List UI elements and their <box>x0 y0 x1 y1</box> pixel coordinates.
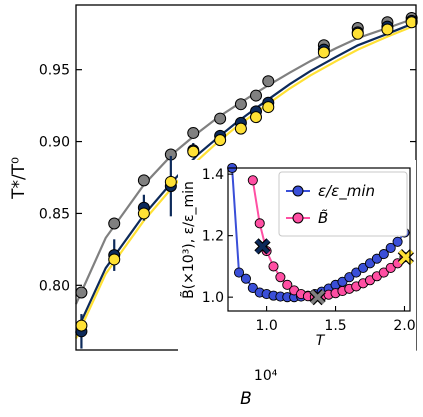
inset-y-tick-label: 1.2 <box>202 229 224 245</box>
data-point-s2 <box>405 16 418 29</box>
inset-point-s0 <box>371 253 382 264</box>
main-y-axis-label: T*/T⁰ <box>9 157 29 200</box>
inset-point-s0 <box>385 242 396 254</box>
inset-y-ticks: 1.0 1.2 1.4 <box>202 167 233 306</box>
data-point-s2 <box>262 101 275 114</box>
legend-swatch-marker-eps <box>292 185 304 197</box>
main-chart: 10⁴ 0.80 0.85 0.90 0.95 B T*/T⁰ <box>9 4 418 409</box>
inset-cross-markers <box>254 238 414 306</box>
data-point-s0 <box>187 126 200 139</box>
inset-point-s1 <box>378 267 389 278</box>
inset-x-axis-label: T <box>316 333 326 349</box>
y-tick-label: 0.80 <box>39 278 70 294</box>
data-point-s2 <box>317 46 330 59</box>
data-point-s0 <box>75 286 88 299</box>
inset-x-ticks: 1.0 1.5 2.0 <box>255 306 416 334</box>
inset-point-s0 <box>351 267 362 278</box>
inset-x-tick-label: 2.0 <box>393 318 415 334</box>
data-point-s0 <box>214 112 227 125</box>
y-tick-label: 0.90 <box>39 135 70 151</box>
y-tick-label: 0.85 <box>39 206 70 222</box>
y-tick-label: 0.95 <box>39 63 70 79</box>
inset-plot-frame <box>227 167 411 312</box>
inset-x-tick-label: 1.0 <box>255 318 277 334</box>
inset-y-tick-label: 1.4 <box>202 167 224 183</box>
inset-chart: 1.0 1.5 2.0 1.01.21.4 T B̃(×10³), ε/ε_min … <box>178 160 416 352</box>
inset-point-s1 <box>282 279 293 290</box>
inset-point-s0 <box>364 258 376 269</box>
inset-point-s1 <box>254 218 265 229</box>
data-point-s2 <box>381 23 394 36</box>
data-point-s2 <box>108 253 121 266</box>
inset-y-tick-label: 1.0 <box>202 290 224 306</box>
data-point-s2 <box>351 27 364 40</box>
data-point-s0 <box>137 174 150 187</box>
inset-point-s1 <box>268 261 279 272</box>
data-point-s2 <box>214 134 227 147</box>
main-y-ticks: 0.80 0.85 0.90 0.95 <box>39 63 416 294</box>
data-point-s2 <box>187 145 200 158</box>
data-point-s0 <box>234 98 247 111</box>
main-x-axis-label: B <box>240 389 252 409</box>
data-point-s2 <box>234 122 247 135</box>
data-point-s0 <box>250 89 263 102</box>
inset-point-s0 <box>233 267 245 278</box>
inset-point-s0 <box>240 273 251 284</box>
legend-label-b: B̃ <box>318 208 328 227</box>
inset-point-s1 <box>385 262 396 273</box>
inset-point-s1 <box>275 272 286 283</box>
legend-box <box>278 171 408 237</box>
inset-point-s1 <box>247 175 258 186</box>
inset-point-s0 <box>392 236 403 247</box>
x-tick-label: 10⁴ <box>254 368 278 384</box>
data-point-s2 <box>137 207 150 220</box>
inset-x-tick-label: 1.5 <box>324 318 346 334</box>
data-point-s0 <box>108 217 121 230</box>
inset-point-s0 <box>378 249 389 260</box>
inset-legend: ε/ε_min B̃ <box>278 171 408 237</box>
legend-label-eps: ε/ε_min <box>318 182 375 201</box>
inset-point-s0 <box>358 262 369 273</box>
inset-point-s0 <box>344 272 355 283</box>
cross-marker-1 <box>310 289 325 305</box>
data-point-s2 <box>75 319 88 332</box>
inset-y-axis-label: B̃(×10³), ε/ε_min <box>180 181 197 299</box>
inset-point-s0 <box>247 282 258 293</box>
data-point-s0 <box>262 75 275 88</box>
cross-marker-0 <box>255 239 270 254</box>
legend-swatch-marker-b <box>292 212 304 224</box>
main-data-points <box>75 11 418 349</box>
data-point-s2 <box>250 111 263 124</box>
data-point-s2 <box>164 175 177 188</box>
